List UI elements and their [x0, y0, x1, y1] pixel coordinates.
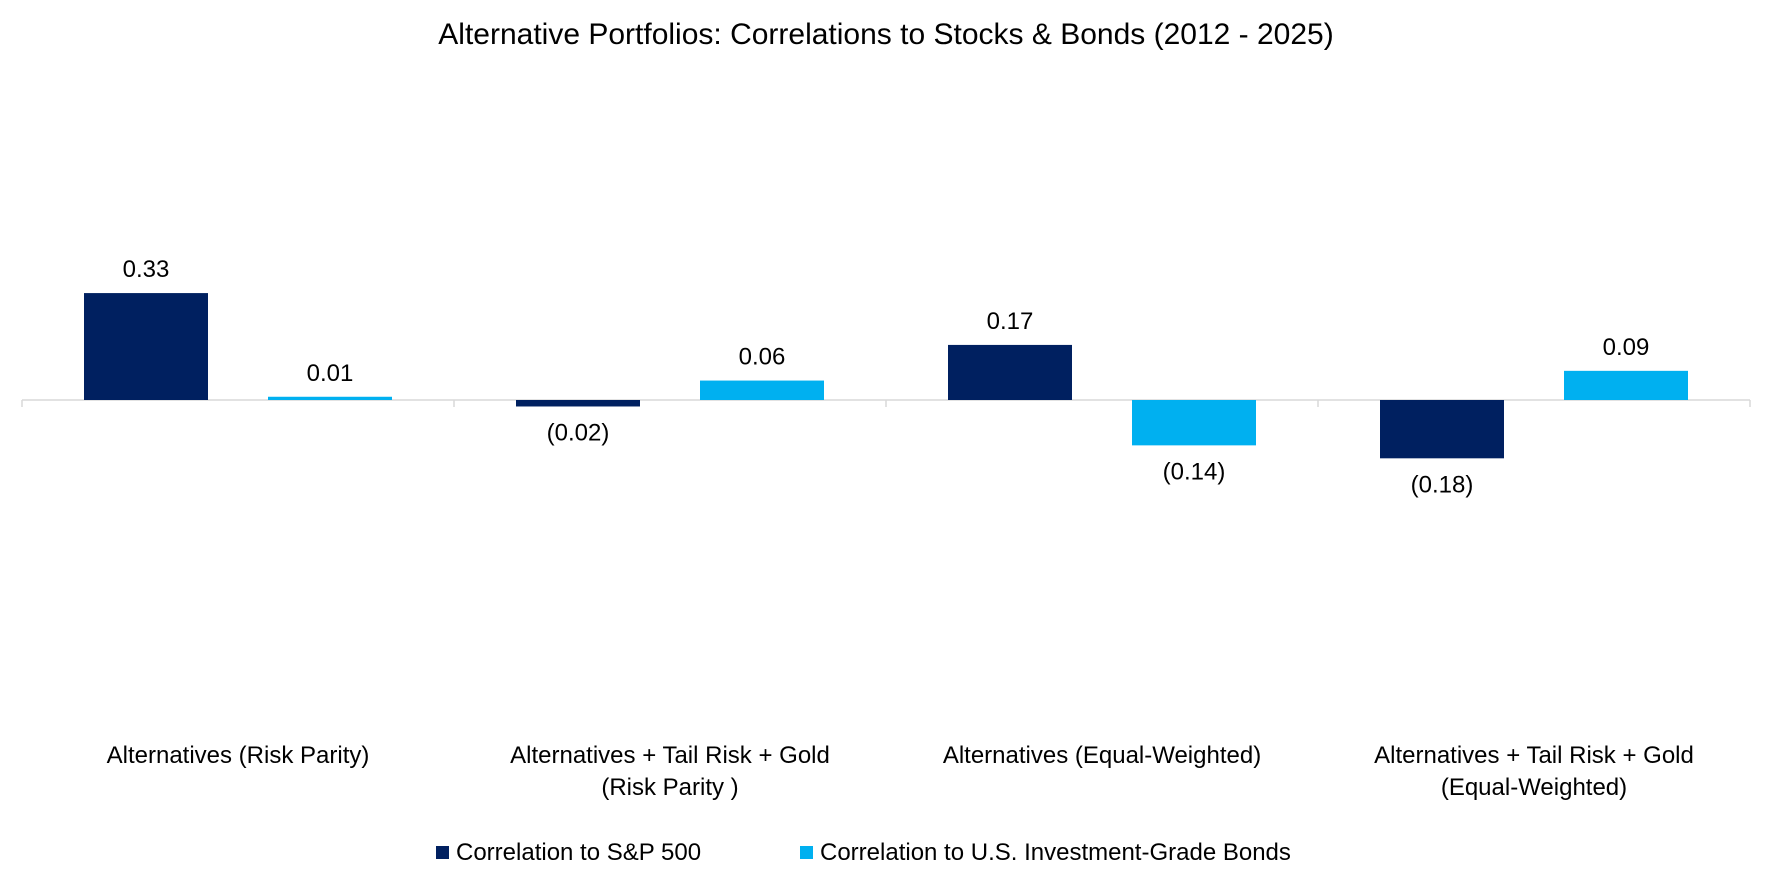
legend-swatch-bonds: [800, 846, 813, 859]
data-label-series-0-category-2: 0.17: [987, 308, 1034, 335]
labels-group: 0.33 0.01 (0.02) 0.06 0.17 (0.14) (0.18) 0.09: [123, 256, 1650, 498]
data-label-series-0-category-3: (0.18): [1411, 471, 1474, 498]
bar-series-0-category-3: [1380, 400, 1504, 459]
category-label-1-line-1: (Risk Parity ): [601, 774, 738, 801]
data-label-series-0-category-0: 0.33: [123, 256, 170, 283]
bar-series-0-category-2: [948, 344, 1072, 400]
category-label-2-line-0: Alternatives (Equal-Weighted): [943, 742, 1261, 769]
data-label-series-1-category-0: 0.01: [307, 360, 354, 387]
data-label-series-1-category-3: 0.09: [1603, 334, 1650, 361]
data-label-series-0-category-1: (0.02): [547, 419, 610, 446]
category-label-3-line-1: (Equal-Weighted): [1441, 774, 1627, 801]
categories-group: Alternatives (Risk Parity) Alternatives +…: [107, 742, 1694, 801]
category-label-0-line-0: Alternatives (Risk Parity): [107, 742, 370, 769]
category-label-1-line-0: Alternatives + Tail Risk + Gold: [510, 742, 830, 769]
data-label-series-1-category-2: (0.14): [1163, 458, 1226, 485]
category-label-3-line-0: Alternatives + Tail Risk + Gold: [1374, 742, 1694, 769]
legend: Correlation to S&P 500 Correlation to U.…: [436, 839, 1291, 866]
bar-series-1-category-2: [1132, 400, 1256, 446]
bar-series-0-category-1: [516, 400, 640, 407]
chart-title: Alternative Portfolios: Correlations to …: [438, 18, 1333, 51]
bar-series-1-category-1: [700, 380, 824, 400]
legend-label-bonds: Correlation to U.S. Investment-Grade Bon…: [820, 839, 1291, 866]
legend-label-sp500: Correlation to S&P 500: [456, 839, 701, 866]
bar-series-1-category-3: [1564, 370, 1688, 400]
data-label-series-1-category-1: 0.06: [739, 344, 786, 371]
bars-group: [84, 293, 1688, 459]
legend-swatch-sp500: [436, 846, 449, 859]
bar-series-0-category-0: [84, 293, 208, 400]
bar-series-1-category-0: [268, 396, 392, 400]
